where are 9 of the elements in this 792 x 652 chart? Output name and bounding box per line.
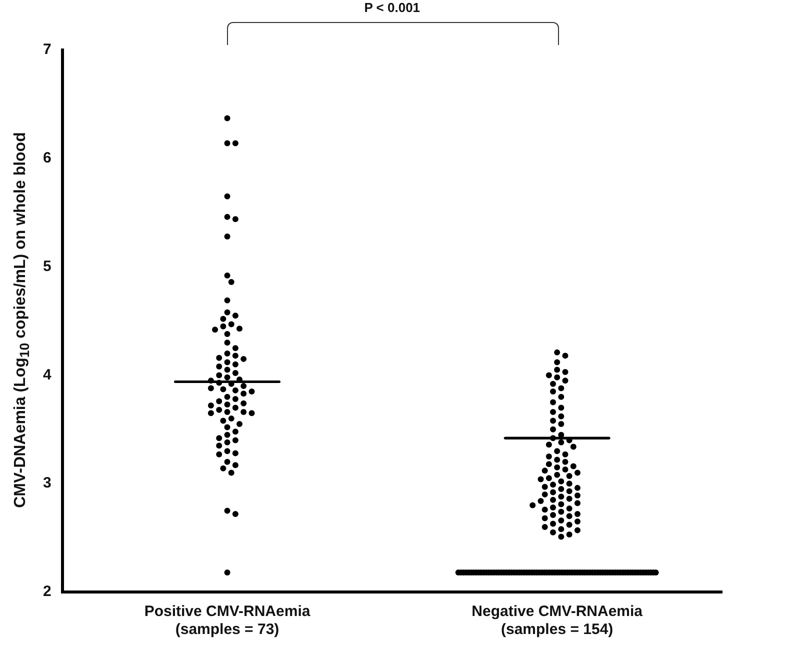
y-tick-label: 5 (43, 258, 52, 275)
y-tick-label: 4 (43, 366, 52, 384)
x-tick-label: Negative CMV-RNAemia (samples = 154) (472, 603, 644, 638)
x-tick-label: Positive CMV-RNAemia (samples = 73) (144, 603, 311, 638)
text: P < 0.001 (364, 0, 420, 15)
y-tick-label: 7 (43, 41, 52, 58)
y-tick-label: 6 (43, 150, 52, 167)
y-tick-label: 2 (43, 583, 52, 600)
y-tick-label: 3 (43, 474, 52, 492)
